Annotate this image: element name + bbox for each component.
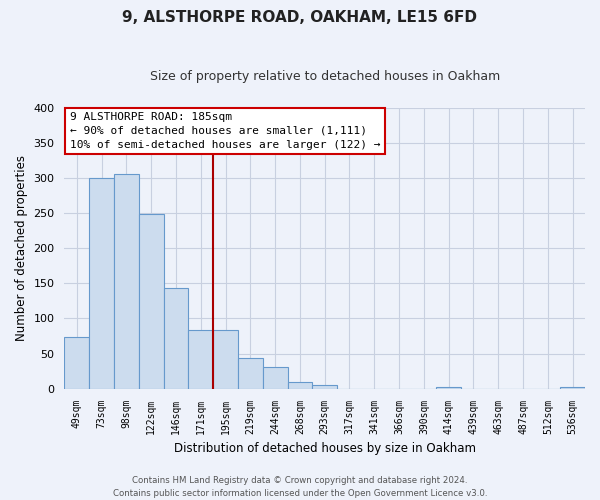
Bar — [64, 338, 89, 388]
X-axis label: Distribution of detached houses by size in Oakham: Distribution of detached houses by size … — [174, 442, 476, 455]
Bar — [164, 288, 188, 388]
Bar — [114, 174, 139, 388]
Title: Size of property relative to detached houses in Oakham: Size of property relative to detached ho… — [149, 70, 500, 83]
Y-axis label: Number of detached properties: Number of detached properties — [15, 155, 28, 341]
Text: 9, ALSTHORPE ROAD, OAKHAM, LE15 6FD: 9, ALSTHORPE ROAD, OAKHAM, LE15 6FD — [122, 10, 478, 25]
Bar — [238, 358, 263, 388]
Bar — [89, 178, 114, 388]
Bar — [313, 385, 337, 388]
Bar — [213, 330, 238, 388]
Text: 9 ALSTHORPE ROAD: 185sqm
← 90% of detached houses are smaller (1,111)
10% of sem: 9 ALSTHORPE ROAD: 185sqm ← 90% of detach… — [70, 112, 380, 150]
Bar — [263, 367, 287, 388]
Bar — [188, 330, 213, 388]
Bar — [287, 382, 313, 388]
Text: Contains HM Land Registry data © Crown copyright and database right 2024.
Contai: Contains HM Land Registry data © Crown c… — [113, 476, 487, 498]
Bar — [139, 214, 164, 388]
